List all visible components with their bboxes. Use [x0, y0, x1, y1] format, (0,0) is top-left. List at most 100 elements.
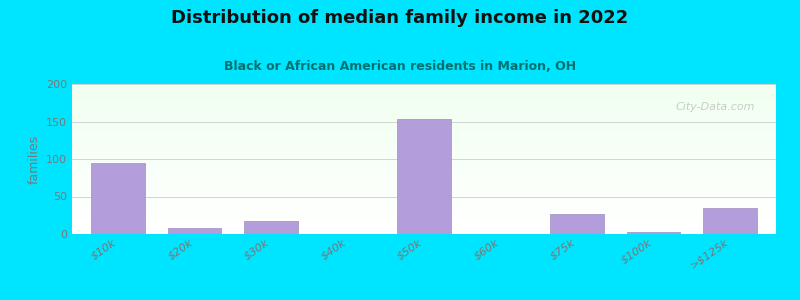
Bar — [72, 220, 776, 221]
Bar — [72, 116, 776, 117]
Bar — [72, 211, 776, 212]
Bar — [72, 171, 776, 172]
Bar — [72, 170, 776, 171]
Bar — [72, 192, 776, 193]
Bar — [72, 93, 776, 94]
Text: Black or African American residents in Marion, OH: Black or African American residents in M… — [224, 60, 576, 73]
Bar — [72, 118, 776, 119]
Bar — [72, 218, 776, 219]
Bar — [72, 184, 776, 185]
Bar — [72, 203, 776, 204]
Bar — [72, 163, 776, 164]
Bar — [72, 226, 776, 227]
Bar — [72, 178, 776, 179]
Bar — [72, 89, 776, 90]
Bar — [72, 139, 776, 140]
Bar — [72, 160, 776, 161]
Bar — [72, 117, 776, 118]
Bar — [72, 198, 776, 199]
Bar — [72, 217, 776, 218]
Bar — [72, 87, 776, 88]
Bar — [72, 225, 776, 226]
Bar — [72, 84, 776, 85]
Bar — [72, 176, 776, 177]
Bar — [72, 102, 776, 103]
Bar — [72, 146, 776, 147]
Bar — [72, 150, 776, 151]
Bar — [72, 113, 776, 114]
Y-axis label: families: families — [27, 134, 41, 184]
Bar — [72, 142, 776, 143]
Bar — [72, 224, 776, 225]
Bar — [72, 121, 776, 122]
Bar — [72, 118, 776, 119]
Bar — [72, 187, 776, 188]
Bar — [72, 185, 776, 186]
Bar — [72, 181, 776, 182]
Bar — [72, 111, 776, 112]
Bar — [72, 216, 776, 217]
Bar — [72, 172, 776, 173]
Bar — [72, 145, 776, 146]
Bar — [72, 86, 776, 87]
Bar — [72, 200, 776, 201]
Bar — [72, 180, 776, 181]
Bar — [72, 100, 776, 101]
Bar — [72, 167, 776, 168]
Bar — [72, 132, 776, 133]
Bar — [72, 196, 776, 197]
Bar — [72, 161, 776, 162]
Bar — [72, 205, 776, 206]
Bar — [72, 105, 776, 106]
Bar — [72, 107, 776, 108]
Bar — [72, 160, 776, 161]
Bar — [72, 168, 776, 169]
Bar — [72, 130, 776, 131]
Bar — [72, 166, 776, 167]
Bar — [72, 194, 776, 195]
Bar — [72, 129, 776, 130]
Bar — [72, 114, 776, 115]
Bar — [72, 206, 776, 207]
Bar — [72, 127, 776, 128]
Bar — [72, 100, 776, 101]
Bar — [72, 159, 776, 160]
Bar — [72, 213, 776, 214]
Bar — [72, 202, 776, 203]
Bar — [72, 207, 776, 208]
Bar — [72, 141, 776, 142]
Bar — [72, 215, 776, 216]
Bar — [72, 110, 776, 111]
Bar — [72, 138, 776, 139]
Bar — [72, 193, 776, 194]
Bar — [72, 85, 776, 86]
Bar — [72, 212, 776, 213]
Bar — [72, 149, 776, 150]
Bar — [244, 220, 298, 234]
Bar — [72, 98, 776, 99]
Bar — [72, 179, 776, 180]
Bar — [72, 169, 776, 170]
Bar — [72, 173, 776, 174]
Bar — [72, 95, 776, 96]
Bar — [72, 123, 776, 124]
Bar — [72, 174, 776, 175]
Bar — [703, 208, 757, 234]
Bar — [72, 128, 776, 129]
Bar — [72, 143, 776, 144]
Bar — [72, 131, 776, 132]
Bar — [72, 233, 776, 234]
Bar — [72, 214, 776, 215]
Bar — [72, 230, 776, 231]
Bar — [72, 101, 776, 102]
Bar — [72, 147, 776, 148]
Bar — [398, 119, 450, 234]
Bar — [72, 175, 776, 176]
Bar — [72, 137, 776, 138]
Bar — [72, 189, 776, 190]
Bar — [72, 115, 776, 116]
Bar — [72, 186, 776, 187]
Bar — [72, 227, 776, 228]
Bar — [72, 90, 776, 91]
Bar — [72, 202, 776, 203]
